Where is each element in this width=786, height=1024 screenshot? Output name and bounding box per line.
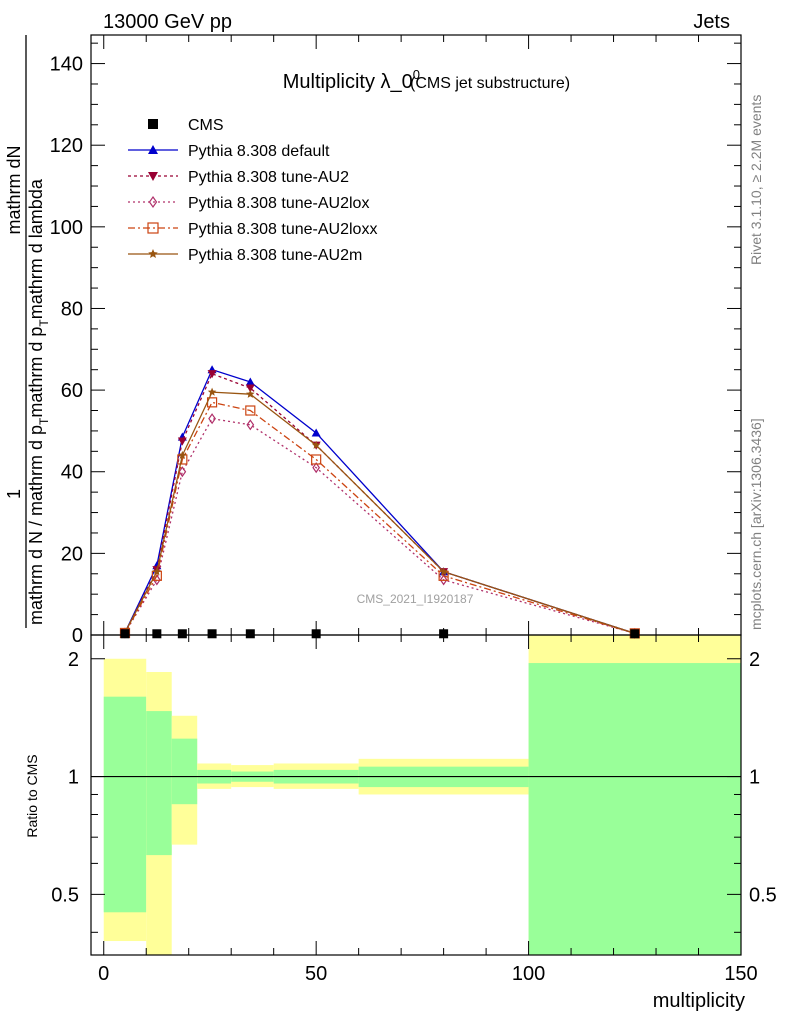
series-1-line bbox=[124, 368, 635, 634]
chart-title-main: Multiplicity λ_0 bbox=[283, 71, 413, 93]
series-3-point-5 bbox=[312, 462, 321, 474]
x-tick-label-100: 100 bbox=[512, 963, 545, 985]
y-label-den-sub1: T bbox=[37, 417, 51, 425]
legend-marker-0 bbox=[148, 119, 158, 129]
legend-label-3: Pythia 8.308 tune-AU2lox bbox=[188, 195, 369, 212]
legend-marker-4 bbox=[147, 222, 159, 234]
series-0-point-6 bbox=[439, 629, 449, 639]
series-0-point-0 bbox=[120, 629, 130, 639]
series-5-line bbox=[124, 391, 635, 634]
header-left: 13000 GeV pp bbox=[103, 11, 232, 33]
legend-marker-3 bbox=[148, 195, 158, 209]
chart-title-paren: (CMS jet substructure) bbox=[410, 75, 570, 92]
x-tick-label-0: 0 bbox=[98, 963, 109, 985]
series-2-point-2 bbox=[177, 437, 187, 446]
y-label-den-c: mathrm d lambda bbox=[26, 178, 46, 319]
y-label-den-b: mathrm d p bbox=[26, 327, 46, 418]
legend-label-1: Pythia 8.308 default bbox=[188, 143, 330, 160]
series-2-point-4 bbox=[245, 384, 255, 393]
legend-marker-1 bbox=[148, 145, 158, 154]
y-tick-label-80: 80 bbox=[61, 298, 83, 320]
legend-label-5: Pythia 8.308 tune-AU2m bbox=[188, 247, 362, 264]
chart-title: Multiplicity λ_00 bbox=[283, 67, 420, 93]
y-axis-label: 1 mathrm dN mathrm d N / mathrm d pTmath… bbox=[4, 35, 51, 628]
header-right: Jets bbox=[693, 11, 730, 33]
legend-label-4: Pythia 8.308 tune-AU2loxx bbox=[188, 221, 377, 238]
series-3-point-2 bbox=[178, 466, 187, 478]
y-tick-label-0: 0 bbox=[72, 625, 83, 647]
x-axis-label: multiplicity bbox=[653, 990, 745, 1012]
series-0-point-4 bbox=[245, 629, 255, 639]
ratio-panel: 0 50 100 150 0.5 0.5 1 1 2 2 bbox=[51, 634, 777, 985]
series-3-line bbox=[124, 417, 635, 634]
y-tick-label-100: 100 bbox=[50, 217, 83, 239]
y-label-lead: 1 bbox=[4, 489, 24, 499]
y-label-denominator: mathrm d N / mathrm d pTmathrm d pTmathr… bbox=[26, 178, 51, 625]
y-label-den-sub2: T bbox=[37, 319, 51, 327]
legend-label-0: CMS bbox=[188, 117, 224, 134]
series-5-point-5 bbox=[311, 440, 321, 449]
series-0-point-7 bbox=[630, 629, 640, 639]
series-5-point-6 bbox=[439, 567, 448, 576]
ratio-tick-label-right-0.5: 0.5 bbox=[749, 884, 777, 906]
y-tick-label-60: 60 bbox=[61, 380, 83, 402]
series-0-point-3 bbox=[207, 629, 217, 639]
y-tick-label-140: 140 bbox=[50, 54, 83, 76]
ratio-tick-label-left-2: 2 bbox=[68, 649, 79, 671]
series-1-point-4 bbox=[245, 377, 255, 386]
ratio-tick-label-left-1: 1 bbox=[68, 767, 79, 789]
ratio-y-label: Ratio to CMS bbox=[24, 754, 40, 837]
ratio-band-green-0 bbox=[103, 696, 147, 913]
series-3-point-6 bbox=[439, 574, 448, 586]
ratio-band-green-7 bbox=[528, 663, 741, 955]
series-3-point-3 bbox=[208, 413, 216, 425]
mcplots-label: mcplots.cern.ch [arXiv:1306.3436] bbox=[748, 418, 764, 630]
series-4-point-5 bbox=[311, 454, 322, 465]
ratio-tick-label-right-1: 1 bbox=[749, 767, 760, 789]
series-5-point-3 bbox=[207, 387, 217, 396]
legend: CMS Pythia 8.308 default Pythia 8.308 tune… bbox=[128, 117, 377, 264]
series-5-point-2 bbox=[178, 450, 187, 460]
legend-marker-5 bbox=[148, 249, 158, 259]
series-0-point-2 bbox=[177, 629, 187, 639]
main-panel: 0 20 40 60 80 100 120 140 bbox=[50, 34, 742, 647]
series-4-point-4 bbox=[245, 405, 256, 416]
x-tick-label-50: 50 bbox=[305, 963, 327, 985]
rivet-label: Rivet 3.1.10, ≥ 2.2M events bbox=[748, 95, 764, 265]
y-tick-label-40: 40 bbox=[61, 462, 83, 484]
ratio-tick-label-left-0.5: 0.5 bbox=[51, 884, 79, 906]
legend-marker-2 bbox=[148, 172, 158, 181]
series-3-point-4 bbox=[246, 419, 255, 431]
y-tick-label-20: 20 bbox=[61, 543, 83, 565]
series-5-point-4 bbox=[246, 389, 255, 398]
series-2-point-3 bbox=[207, 370, 217, 379]
y-tick-label-120: 120 bbox=[50, 135, 83, 157]
chart-title-sup: 0 bbox=[413, 67, 420, 82]
y-label-numerator: mathrm dN bbox=[4, 145, 24, 234]
series-5-point-1 bbox=[152, 567, 162, 576]
series-1-point-5 bbox=[311, 428, 321, 437]
ratio-tick-label-right-2: 2 bbox=[749, 649, 760, 671]
ratio-band-green-2 bbox=[171, 738, 198, 805]
watermark: CMS_2021_I1920187 bbox=[357, 592, 474, 606]
series-0-point-5 bbox=[311, 629, 321, 639]
x-tick-label-150: 150 bbox=[724, 963, 757, 985]
series-0-point-1 bbox=[152, 629, 162, 639]
ratio-frame bbox=[90, 634, 742, 956]
legend-label-2: Pythia 8.308 tune-AU2 bbox=[188, 169, 349, 186]
ratio-band-green-1 bbox=[146, 711, 172, 856]
ratio-bands bbox=[103, 635, 741, 955]
series-4-line bbox=[124, 401, 635, 634]
y-label-den-a: mathrm d N / mathrm d p bbox=[26, 425, 46, 625]
